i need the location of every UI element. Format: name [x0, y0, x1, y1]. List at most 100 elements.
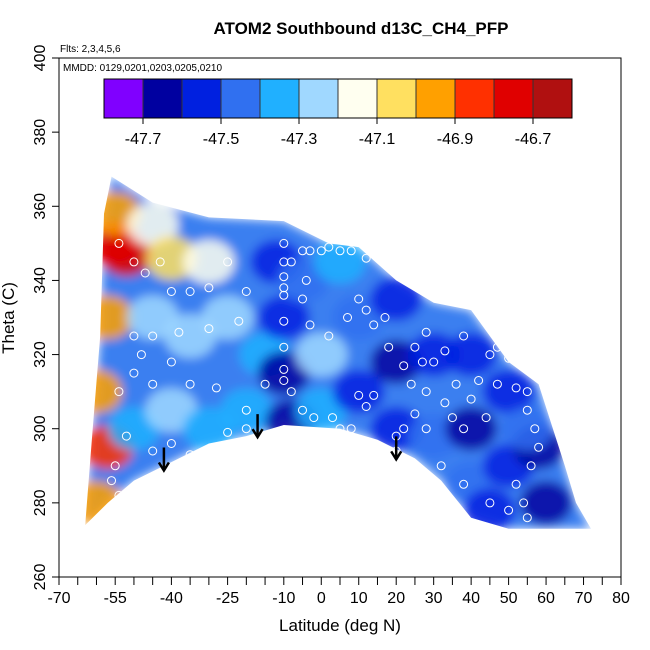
sample-point — [129, 257, 139, 267]
x-tick-label: -55 — [104, 590, 127, 607]
field-cell — [85, 369, 123, 414]
sample-point — [107, 476, 116, 486]
sample-point — [384, 342, 394, 352]
colorbar-tick-label: -47.5 — [203, 131, 240, 148]
colorbar-segment — [455, 79, 495, 118]
arrow-head — [251, 428, 264, 440]
colorbar-segment — [494, 79, 534, 118]
sample-point — [166, 287, 176, 296]
sample-point — [466, 394, 476, 404]
sample-point — [129, 331, 139, 341]
sample-point — [324, 331, 334, 341]
x-tick-label: -70 — [47, 590, 70, 607]
sample-point — [279, 272, 289, 282]
sample-point — [511, 383, 521, 393]
colorbar-segment — [104, 79, 144, 118]
sample-point — [346, 424, 356, 434]
sample-point — [204, 457, 214, 467]
field-cell — [164, 314, 217, 358]
sample-point — [474, 376, 484, 385]
sample-point — [234, 316, 244, 326]
sample-point — [279, 290, 289, 300]
x-tick-label: -25 — [216, 590, 239, 607]
sample-point — [185, 287, 195, 296]
sample-point — [286, 257, 296, 267]
sample-point — [185, 379, 195, 389]
sample-point — [298, 294, 307, 304]
sample-point — [343, 313, 352, 322]
y-axis: 260 280 300 320 340 360 380 400 — [32, 45, 59, 591]
sample-point — [399, 361, 409, 371]
sample-point — [155, 257, 165, 267]
sample-point — [286, 387, 296, 397]
colorbar-segment — [338, 79, 378, 118]
sample-point — [241, 424, 251, 434]
sample-point — [522, 513, 532, 523]
sample-points — [107, 238, 544, 523]
sample-point — [316, 246, 326, 256]
sample-point — [324, 242, 334, 252]
field-cell — [107, 406, 160, 451]
sample-point — [440, 398, 450, 408]
sample-point — [136, 350, 146, 360]
field-cell — [520, 480, 573, 525]
colorbar-segment — [533, 79, 573, 118]
x-tick-label: -10 — [272, 590, 295, 607]
sample-point — [451, 379, 461, 389]
sample-point — [110, 461, 120, 471]
sample-point — [429, 357, 439, 367]
field-cell — [220, 388, 273, 433]
sample-point — [260, 379, 270, 389]
colorbar-segment — [299, 79, 339, 118]
sample-point — [298, 405, 307, 415]
x-tick-label: 70 — [575, 590, 593, 607]
field-cell — [126, 202, 179, 247]
sample-point — [399, 424, 409, 434]
sample-point — [166, 439, 176, 448]
sample-point — [114, 238, 124, 248]
sample-point — [504, 505, 514, 515]
y-tick-label: 300 — [32, 415, 49, 442]
colorbar-segment — [182, 79, 222, 118]
sample-point — [485, 350, 495, 360]
x-tick-label: 60 — [537, 590, 555, 607]
x-tick-label: 20 — [387, 590, 405, 607]
colorbar-segment — [143, 79, 183, 118]
sample-point — [459, 479, 469, 489]
x-tick-label: -40 — [160, 590, 183, 607]
colorbar-segment — [221, 79, 261, 118]
sample-point — [380, 313, 390, 322]
y-tick-label: 360 — [32, 193, 49, 220]
sample-point — [279, 364, 289, 374]
sample-point — [369, 390, 379, 400]
sample-point — [421, 387, 431, 397]
y-tick-label: 260 — [32, 564, 49, 591]
sample-point — [185, 450, 195, 460]
sample-point — [459, 424, 469, 434]
sample-point — [511, 479, 521, 489]
sample-point — [358, 238, 367, 248]
y-axis-label: Theta (C) — [0, 282, 18, 354]
sample-point — [204, 283, 214, 293]
x-tick-label: 10 — [350, 590, 368, 607]
sample-point — [436, 461, 446, 471]
colorbar: -47.7 -47.5 -47.3 -47.1 -46.9 -46.7 — [103, 78, 573, 148]
sample-point — [492, 379, 502, 389]
sample-point — [241, 287, 251, 296]
sample-point — [522, 387, 532, 397]
sample-point — [485, 498, 495, 508]
sample-point — [129, 368, 139, 378]
y-tick-label: 280 — [32, 489, 49, 516]
sample-point — [406, 379, 416, 389]
sample-point — [121, 431, 131, 441]
field-cell — [182, 239, 235, 284]
sample-point — [440, 346, 450, 356]
sample-point — [223, 257, 233, 267]
x-tick-label: 0 — [317, 590, 326, 607]
sample-point — [519, 498, 529, 508]
sample-point — [335, 424, 345, 434]
colorbar-tick-label: -47.3 — [281, 131, 318, 148]
x-tick-label: 80 — [612, 590, 630, 607]
sample-point — [204, 324, 214, 334]
